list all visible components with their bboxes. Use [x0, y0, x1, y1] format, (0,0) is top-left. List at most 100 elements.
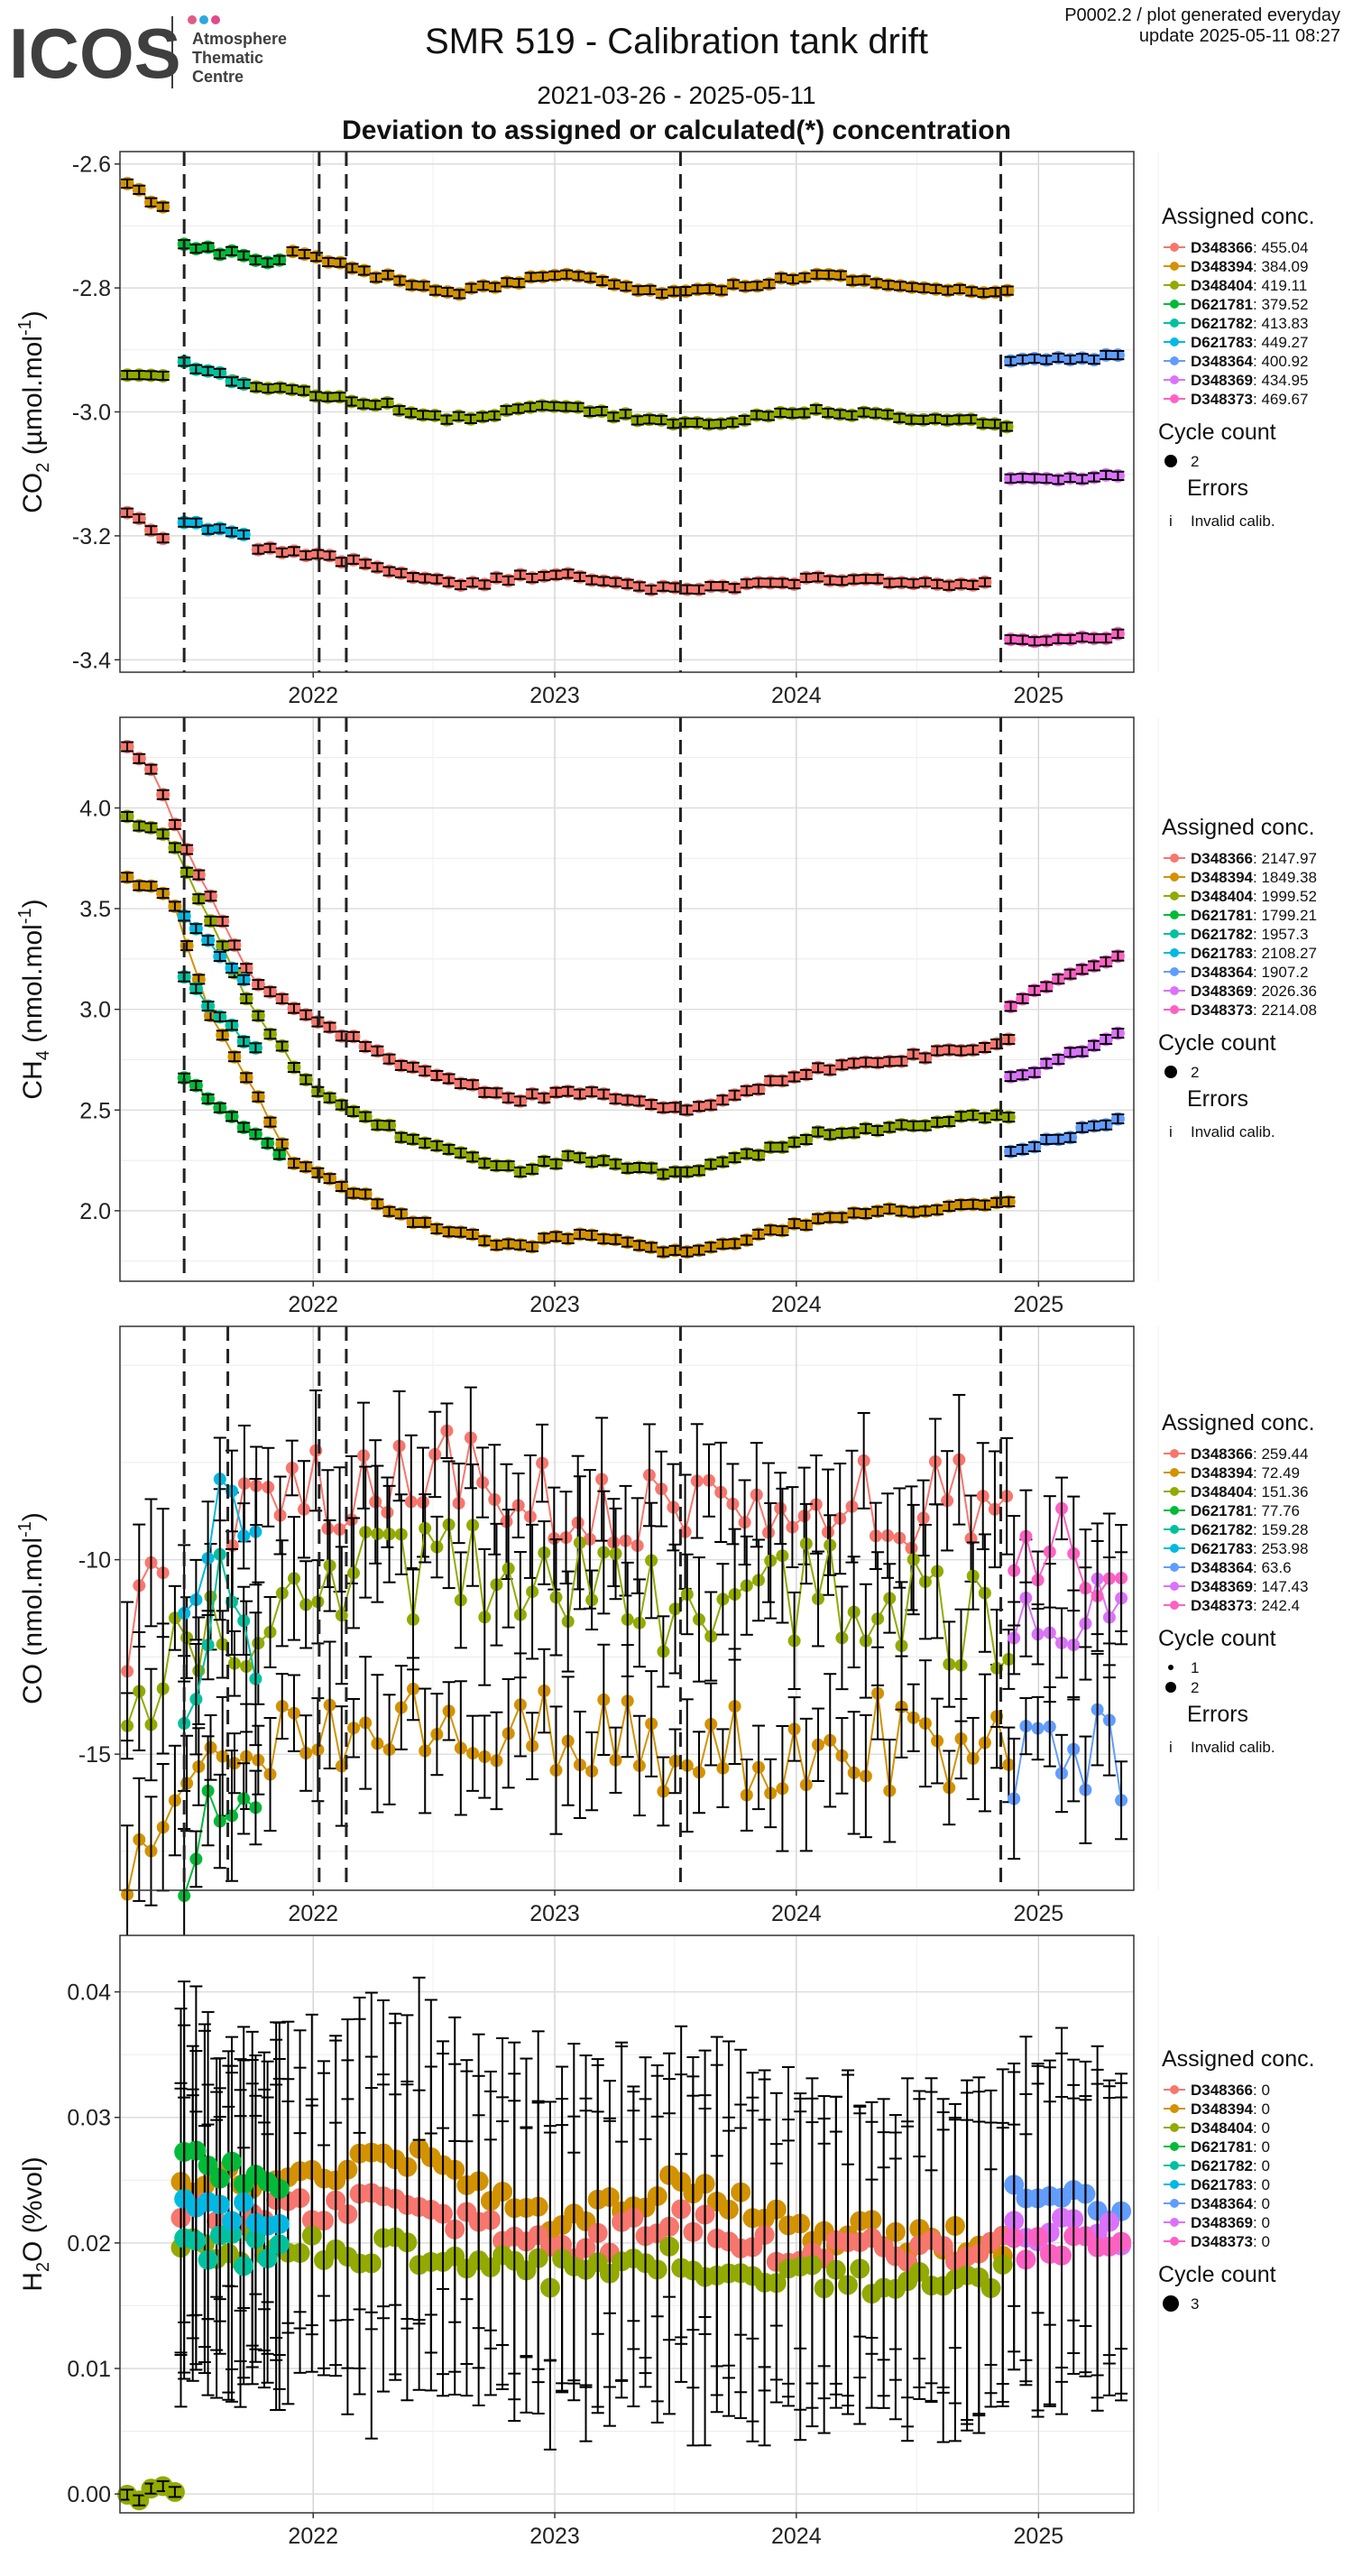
h2o-panel: 0.00 0.01 0.02 0.03 0.04 2022 2023 2024 2025 H2O …: [0, 1931, 1353, 2549]
y-tick-label: -3.4: [72, 648, 111, 673]
legend-entry-D348366: D348366: 259.44: [1191, 1445, 1308, 1463]
y-tick-label: 0.00: [67, 2482, 111, 2507]
legend-swatch-dot: [1170, 2237, 1179, 2246]
legend-entry-D348366: D348366: 0: [1191, 2082, 1270, 2099]
legend-entry-D348366: D348366: 2147.97: [1191, 850, 1317, 867]
legend-swatch-dot: [1170, 891, 1179, 900]
legend-entry-D348394: D348394: 0: [1191, 2101, 1270, 2118]
legend-entry-D621782: D621782: 0: [1191, 2157, 1270, 2174]
legend-swatch-dot: [1170, 300, 1179, 309]
errors-title: Errors: [1187, 1086, 1248, 1112]
legend-entry-D621782: D621782: 413.83: [1191, 315, 1308, 332]
legend-entry-D348373: D348373: 2214.08: [1191, 1002, 1317, 1019]
legend-title: Assigned conc.: [1162, 204, 1315, 229]
y-tick-label: -3.0: [72, 401, 111, 426]
cycle-count-value: 2: [1191, 1064, 1199, 1081]
errors-title: Errors: [1187, 475, 1248, 501]
date-range: 2021-03-26 - 2025-05-11: [537, 81, 816, 109]
legend-entry-D621783: D621783: 0: [1191, 2176, 1270, 2193]
legend-swatch-dot: [1170, 2180, 1179, 2189]
legend-entry-D348373: D348373: 0: [1191, 2233, 1270, 2250]
ch4-panel: 2.0 2.5 3.0 3.5 4.0 2022 2023 2024 2025 CH4 (nmol…: [0, 716, 1353, 1317]
errors-item: Invalid calib.: [1191, 1739, 1275, 1756]
legend-swatch-dot: [1170, 1005, 1179, 1014]
page-title: SMR 519 - Calibration tank drift: [424, 22, 928, 61]
legend-entry-D348394: D348394: 384.09: [1191, 258, 1308, 275]
legend-entry-D348404: D348404: 1999.52: [1191, 888, 1317, 905]
cycle-count-title: Cycle count: [1158, 420, 1276, 445]
legend-entry-D348369: D348369: 147.43: [1191, 1578, 1308, 1595]
legend-entry-D348373: D348373: 242.4: [1191, 1597, 1300, 1614]
generation-line-2: update 2025-05-11 08:27: [1138, 26, 1340, 46]
x-tick-label: 2024: [771, 683, 822, 708]
legend-swatch-dot: [1170, 2199, 1179, 2208]
legend-title: Assigned conc.: [1162, 2046, 1315, 2072]
legend-swatch-dot: [1170, 873, 1179, 882]
legend-entry-D348364: D348364: 1907.2: [1191, 964, 1308, 981]
legend-entry-D348404: D348404: 151.36: [1191, 1483, 1308, 1500]
y-tick-label: -2.8: [72, 276, 111, 301]
legend-title: Assigned conc.: [1162, 815, 1315, 840]
y-tick-label: 0.01: [67, 2357, 111, 2382]
legend-swatch-dot: [1170, 948, 1179, 957]
cycle-count-value: 2: [1191, 1679, 1199, 1696]
chart-subtitle: Deviation to assigned or calculated(*) c…: [342, 115, 1011, 145]
x-tick-label: 2022: [288, 1901, 338, 1926]
x-tick-label: 2024: [771, 2524, 822, 2549]
y-tick-label: 2.0: [79, 1199, 111, 1224]
y-tick-label: 0.04: [67, 1980, 111, 2006]
y-tick-label: 4.0: [79, 796, 111, 821]
legend-entry-D348369: D348369: 2026.36: [1191, 983, 1317, 1000]
legend-swatch-dot: [1170, 1601, 1179, 1610]
legend-swatch-dot: [1170, 2218, 1179, 2227]
x-tick-label: 2022: [288, 1292, 338, 1317]
errors-item: Invalid calib.: [1191, 1123, 1275, 1140]
legend-entry-D348373: D348373: 469.67: [1191, 391, 1308, 408]
errors-icon: i: [1169, 512, 1173, 530]
x-tick-label: 2023: [529, 2524, 580, 2549]
legend-entry-D348404: D348404: 419.11: [1191, 277, 1307, 294]
legend-entry-D621783: D621783: 449.27: [1191, 334, 1308, 351]
legend-entry-D621781: D621781: 379.52: [1191, 296, 1308, 313]
x-tick-label: 2025: [1014, 1901, 1064, 1926]
x-tick-label: 2022: [288, 683, 338, 708]
cycle-count-value: 1: [1191, 1659, 1199, 1676]
cycle-count-title: Cycle count: [1158, 1626, 1276, 1651]
legend-swatch-dot: [1170, 1487, 1179, 1496]
co-panel: -15 -10 2022 2023 2024 2025 CO (nmol.mol-1) Ass…: [0, 1322, 1353, 1964]
legend-entry-D348364: D348364: 400.92: [1191, 353, 1308, 370]
logo-dot-2: [199, 15, 208, 24]
legend-swatch-dot: [1170, 281, 1179, 290]
errors-title: Errors: [1187, 1702, 1248, 1727]
legend-entry-D621781: D621781: 0: [1191, 2138, 1270, 2156]
legend-swatch-dot: [1170, 1544, 1179, 1553]
y-axis-label: H2O (%vol): [18, 2156, 53, 2291]
legend-swatch-dot: [1170, 2104, 1179, 2113]
legend-swatch-dot: [1170, 1468, 1179, 1477]
x-tick-label: 2025: [1014, 683, 1064, 708]
chart-svg-3: 0.00 0.01 0.02 0.03 0.04 2022 2023 2024 2025 H2O …: [18, 1934, 1315, 2549]
logo-divider: [171, 16, 173, 88]
x-tick-label: 2025: [1014, 1292, 1064, 1317]
y-tick-label: 3.0: [79, 998, 111, 1023]
legend-swatch-dot: [1170, 2161, 1179, 2170]
legend-swatch-dot: [1170, 2085, 1179, 2094]
y-axis-label: CO (nmol.mol-1): [15, 1512, 48, 1704]
legend-entry-D348369: D348369: 0: [1191, 2214, 1270, 2231]
errors-icon: i: [1169, 1123, 1173, 1140]
x-tick-label: 2024: [771, 1901, 822, 1926]
y-tick-label: -15: [78, 1742, 111, 1768]
x-tick-label: 2023: [529, 1292, 580, 1317]
cycle-count-dot: [1168, 1665, 1174, 1670]
x-tick-label: 2022: [288, 2524, 338, 2549]
plot-frame: [119, 716, 1135, 1282]
errors-item: Invalid calib.: [1191, 512, 1275, 530]
y-tick-label: 3.5: [79, 897, 111, 922]
cycle-count-dot: [1163, 2295, 1179, 2312]
x-tick-label: 2024: [771, 1292, 822, 1317]
plot-background: [120, 717, 1134, 1281]
cycle-count-dot: [1164, 1066, 1177, 1078]
legend-entry-D621783: D621783: 2108.27: [1191, 945, 1317, 962]
y-tick-label: 0.03: [67, 2106, 111, 2131]
x-tick-label: 2023: [529, 683, 580, 708]
